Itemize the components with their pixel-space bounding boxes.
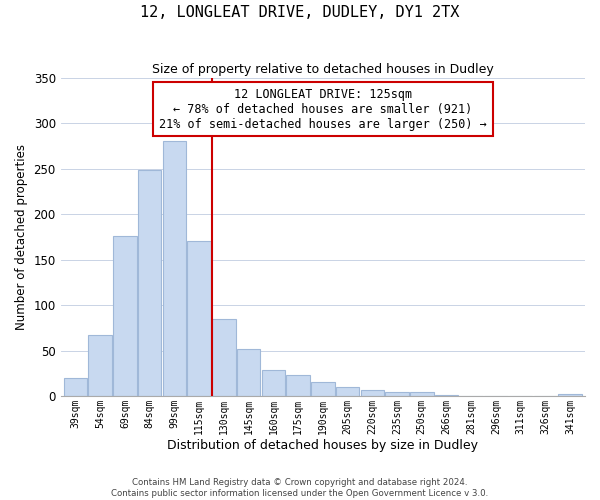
Bar [336,387,359,396]
Bar [361,390,384,396]
Text: 12, LONGLEAT DRIVE, DUDLEY, DY1 2TX: 12, LONGLEAT DRIVE, DUDLEY, DY1 2TX [140,5,460,20]
Bar [237,348,260,396]
Bar [435,395,458,396]
Bar [64,378,87,396]
Bar [212,318,236,396]
Bar [385,392,409,396]
Title: Size of property relative to detached houses in Dudley: Size of property relative to detached ho… [152,62,494,76]
Bar [113,236,137,396]
Text: Contains HM Land Registry data © Crown copyright and database right 2024.
Contai: Contains HM Land Registry data © Crown c… [112,478,488,498]
Bar [262,370,285,396]
Bar [559,394,582,396]
X-axis label: Distribution of detached houses by size in Dudley: Distribution of detached houses by size … [167,440,478,452]
Bar [410,392,434,396]
Bar [163,140,186,396]
Bar [138,170,161,396]
Bar [187,240,211,396]
Bar [311,382,335,396]
Y-axis label: Number of detached properties: Number of detached properties [15,144,28,330]
Bar [286,375,310,396]
Bar [88,335,112,396]
Text: 12 LONGLEAT DRIVE: 125sqm
← 78% of detached houses are smaller (921)
21% of semi: 12 LONGLEAT DRIVE: 125sqm ← 78% of detac… [159,88,487,130]
